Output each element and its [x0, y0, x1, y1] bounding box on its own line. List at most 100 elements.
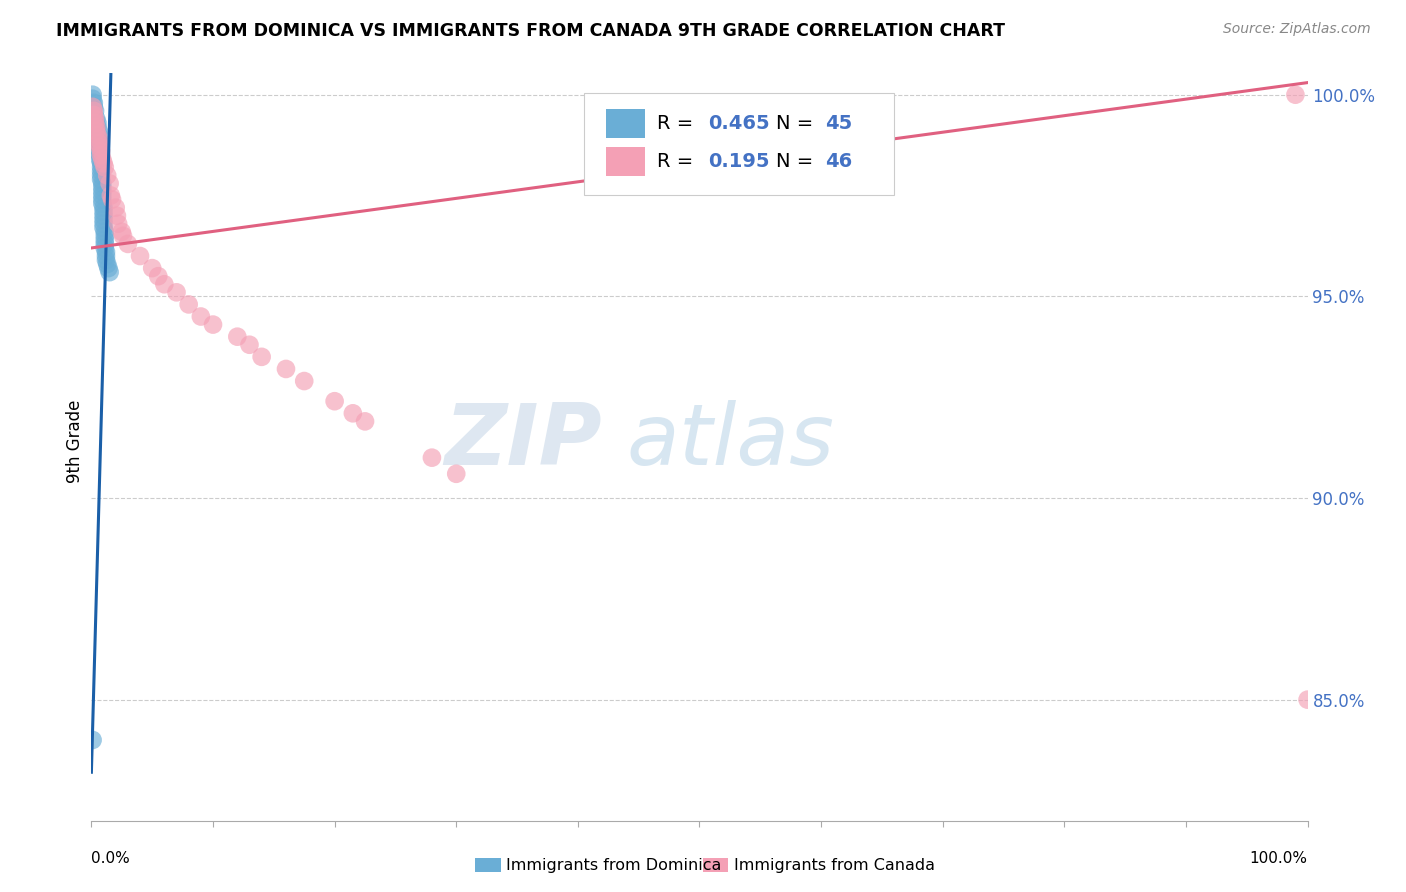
Text: 45: 45: [825, 114, 852, 134]
Point: [84, 120, 107, 134]
Text: Source: ZipAtlas.com: Source: ZipAtlas.com: [1223, 22, 1371, 37]
Point: [82, 87, 104, 102]
Text: 46: 46: [825, 153, 852, 171]
Point: [86, 120, 108, 134]
Point: [93, 204, 115, 219]
Point: [87, 124, 110, 138]
Point: [101, 193, 124, 207]
Point: [87, 132, 110, 146]
Point: [83, 100, 105, 114]
Point: [97, 261, 120, 276]
Point: [90, 161, 112, 175]
Point: [90, 169, 112, 183]
Point: [141, 261, 163, 276]
Point: [90, 156, 112, 170]
Point: [129, 249, 152, 263]
Text: 100.0%: 100.0%: [1250, 851, 1308, 866]
Point: [83, 108, 105, 122]
Point: [91, 196, 114, 211]
Point: [91, 188, 114, 202]
Point: [292, 374, 315, 388]
Point: [323, 394, 346, 409]
Point: [91, 153, 114, 167]
Point: [84, 103, 107, 118]
FancyBboxPatch shape: [583, 93, 894, 195]
Point: [93, 209, 115, 223]
Text: atlas: atlas: [627, 400, 835, 483]
Point: [111, 225, 134, 239]
Text: R =: R =: [657, 153, 706, 171]
FancyBboxPatch shape: [606, 147, 645, 177]
Point: [94, 253, 117, 268]
Point: [89, 140, 111, 154]
Point: [93, 212, 115, 227]
Point: [100, 188, 122, 202]
Point: [94, 241, 117, 255]
Point: [87, 128, 110, 142]
Point: [90, 172, 112, 186]
Text: ZIP: ZIP: [444, 400, 602, 483]
Point: [274, 362, 297, 376]
Point: [89, 136, 111, 150]
Point: [84, 116, 107, 130]
Point: [94, 228, 117, 243]
Point: [98, 265, 121, 279]
Point: [354, 414, 377, 428]
Point: [93, 217, 115, 231]
Point: [94, 249, 117, 263]
Point: [96, 169, 118, 183]
Point: [420, 450, 443, 465]
Point: [444, 467, 467, 481]
Point: [82, 733, 104, 747]
Point: [93, 220, 115, 235]
Point: [111, 228, 134, 243]
Point: [93, 156, 115, 170]
Point: [90, 144, 112, 158]
Point: [105, 209, 128, 223]
Text: Immigrants from Canada: Immigrants from Canada: [734, 858, 935, 872]
Point: [94, 245, 117, 260]
Point: [91, 177, 114, 191]
Point: [89, 153, 111, 167]
Point: [90, 164, 112, 178]
Point: [93, 201, 115, 215]
Point: [91, 185, 114, 199]
Point: [96, 257, 118, 271]
Point: [91, 193, 114, 207]
Point: [82, 92, 104, 106]
Point: [86, 116, 108, 130]
FancyBboxPatch shape: [606, 110, 645, 138]
Point: [94, 236, 117, 251]
Point: [84, 112, 107, 126]
Point: [226, 329, 249, 343]
Text: N =: N =: [776, 114, 820, 134]
Point: [83, 103, 105, 118]
Point: [89, 144, 111, 158]
Point: [84, 112, 107, 126]
Point: [98, 177, 121, 191]
Point: [107, 217, 129, 231]
Point: [87, 136, 110, 150]
Point: [87, 132, 110, 146]
Point: [91, 180, 114, 194]
Point: [82, 100, 104, 114]
Point: [238, 337, 260, 351]
Point: [94, 161, 117, 175]
Point: [166, 285, 188, 300]
Point: [89, 148, 111, 162]
Point: [1284, 87, 1306, 102]
Text: 0.0%: 0.0%: [91, 851, 131, 866]
Point: [190, 310, 212, 324]
Point: [94, 233, 117, 247]
Y-axis label: 9th Grade: 9th Grade: [66, 400, 84, 483]
Point: [153, 277, 176, 292]
Text: N =: N =: [776, 153, 820, 171]
Point: [90, 148, 112, 162]
Text: IMMIGRANTS FROM DOMINICA VS IMMIGRANTS FROM CANADA 9TH GRADE CORRELATION CHART: IMMIGRANTS FROM DOMINICA VS IMMIGRANTS F…: [56, 22, 1005, 40]
Point: [202, 318, 225, 332]
Point: [177, 297, 200, 311]
Text: Immigrants from Dominica: Immigrants from Dominica: [506, 858, 721, 872]
Point: [117, 236, 139, 251]
Point: [1296, 692, 1319, 706]
Point: [342, 406, 364, 420]
